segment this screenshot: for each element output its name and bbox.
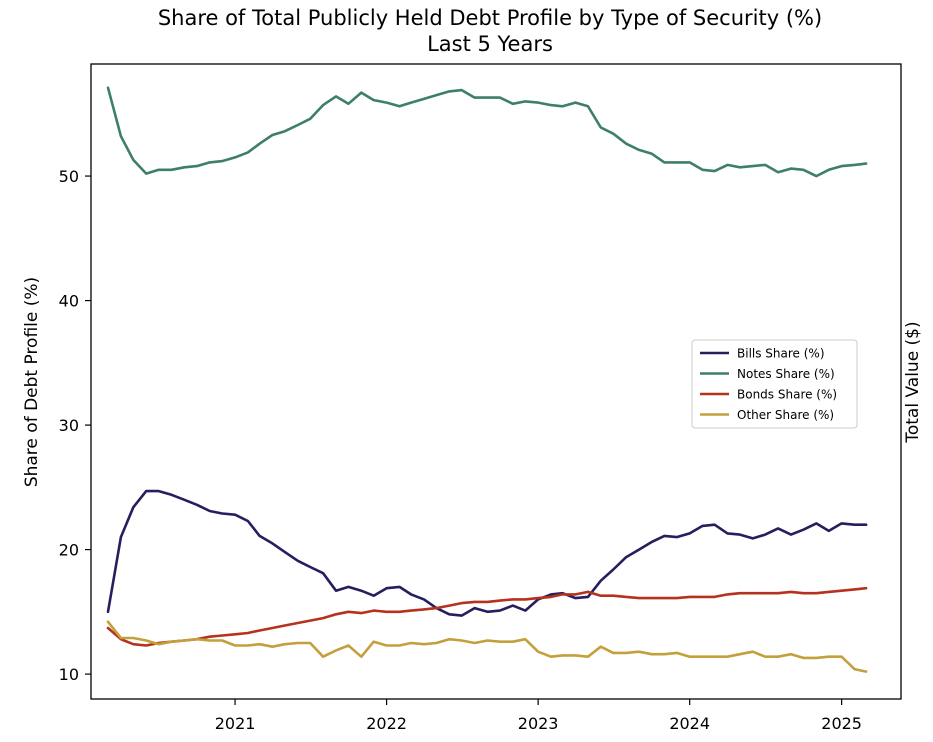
y-tick-label: 30 [59,416,79,435]
y-tick-label: 40 [59,292,79,311]
x-tick-label: 2023 [518,714,559,733]
x-tick-label: 2021 [215,714,256,733]
legend-box [691,339,858,429]
y-axis: 10 20 30 40 50 [59,167,91,684]
series-layer [106,86,868,673]
x-tick-label: 2025 [821,714,862,733]
plot-frame [90,63,902,700]
legend: Bills Share (%) Notes Share (%) Bonds Shar… [691,339,858,429]
series-line-bonds [106,586,868,647]
legend-label-other: Other Share (%) [737,408,834,422]
x-tick-label: 2022 [366,714,407,733]
y-tick-label: 10 [59,665,79,684]
x-axis: 2021 2022 2023 2024 2025 [215,699,862,733]
chart-title-line-2: Last 5 Years [427,32,553,56]
x-tick-label: 2024 [669,714,710,733]
y-tick-label: 20 [59,541,79,560]
y-axis-label-right: Total Value ($) [903,321,923,443]
y-tick-label: 50 [59,167,79,186]
chart-title-line-1: Share of Total Publicly Held Debt Profil… [158,6,822,30]
legend-label-bills: Bills Share (%) [737,347,825,361]
legend-label-bonds: Bonds Share (%) [737,388,837,402]
series-line-other [106,620,868,673]
series-line-bills [106,489,868,617]
series-line-notes [106,86,868,178]
y-axis-label: Share of Debt Profile (%) [22,277,42,487]
legend-label-notes: Notes Share (%) [737,367,835,381]
